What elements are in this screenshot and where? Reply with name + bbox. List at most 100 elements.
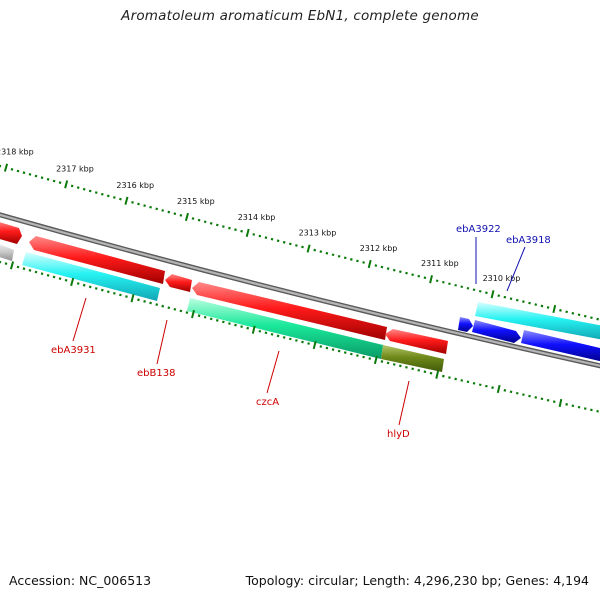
minor-tick <box>82 187 86 191</box>
gene-label-ebA3918: ebA3918 <box>506 235 551 246</box>
minor-tick <box>282 240 286 244</box>
minor-tick <box>58 181 62 185</box>
minor-tick <box>270 333 274 336</box>
minor-tick <box>565 403 568 406</box>
major-tick <box>367 259 372 269</box>
minor-tick <box>34 270 38 274</box>
minor-tick <box>559 309 562 312</box>
minor-tick <box>149 301 152 305</box>
major-tick <box>552 304 557 314</box>
minor-tick <box>583 407 587 410</box>
minor-tick <box>179 213 183 217</box>
minor-tick <box>222 320 225 324</box>
minor-tick <box>119 197 122 201</box>
minor-tick <box>590 316 593 319</box>
scale-label: 2313 kbp <box>299 229 337 238</box>
minor-tick <box>167 210 171 214</box>
minor-tick <box>100 192 104 196</box>
minor-tick <box>454 283 457 287</box>
minor-tick <box>288 337 292 341</box>
minor-tick <box>155 303 159 306</box>
minor-tick <box>179 309 183 313</box>
major-tick <box>184 212 189 222</box>
minor-tick <box>577 405 581 409</box>
minor-tick <box>546 306 550 309</box>
minor-tick <box>76 282 80 285</box>
minor-tick <box>125 295 128 298</box>
minor-tick <box>288 242 292 246</box>
minor-tick <box>76 186 80 190</box>
major-tick <box>64 180 69 189</box>
major-tick <box>130 294 135 303</box>
minor-tick <box>197 314 201 318</box>
minor-tick <box>448 282 451 286</box>
minor-tick <box>331 253 335 257</box>
minor-tick <box>197 218 201 222</box>
minor-tick <box>552 400 556 403</box>
minor-tick <box>258 329 262 333</box>
minor-tick <box>399 270 402 273</box>
minor-tick <box>40 272 44 275</box>
minor-tick <box>460 379 464 382</box>
minor-tick <box>319 345 323 348</box>
minor-tick <box>203 315 207 319</box>
minor-tick <box>380 265 384 269</box>
minor-tick <box>161 304 165 308</box>
minor-tick <box>509 390 513 394</box>
minor-tick <box>215 223 219 227</box>
minor-tick <box>228 322 231 325</box>
minor-tick <box>209 317 213 321</box>
minor-tick <box>331 348 335 351</box>
minor-tick <box>295 339 298 342</box>
minor-tick <box>362 261 365 264</box>
minor-tick <box>88 285 92 289</box>
minor-tick <box>10 167 14 171</box>
minor-tick <box>167 306 171 310</box>
minor-tick <box>203 220 207 224</box>
gene-label-ebB138: ebB138 <box>137 368 175 379</box>
minor-tick <box>350 258 353 261</box>
minor-tick <box>522 300 525 303</box>
minor-tick <box>435 279 439 283</box>
minor-tick <box>137 202 140 206</box>
minor-tick <box>534 303 538 306</box>
minor-tick <box>137 298 140 302</box>
minor-tick <box>209 221 213 225</box>
minor-tick <box>282 336 286 339</box>
minor-tick <box>52 275 56 279</box>
gene-label-ebA3922: ebA3922 <box>456 224 501 235</box>
minor-tick <box>577 313 581 317</box>
minor-tick <box>185 311 189 314</box>
minor-tick <box>173 308 177 311</box>
minor-tick <box>528 301 531 305</box>
minor-tick <box>503 389 507 392</box>
minor-tick <box>215 319 219 322</box>
minor-tick <box>386 361 390 365</box>
major-tick <box>306 244 311 253</box>
scale-label: 2318 kbp <box>0 148 34 157</box>
major-tick <box>373 355 378 365</box>
minor-tick <box>264 236 268 239</box>
minor-tick <box>46 273 50 277</box>
minor-tick <box>515 391 519 395</box>
minor-tick <box>100 288 104 292</box>
minor-tick <box>301 245 304 249</box>
major-tick <box>496 384 501 394</box>
minor-tick <box>491 386 494 389</box>
minor-tick <box>82 283 86 287</box>
minor-tick <box>534 396 538 399</box>
genome-backbone <box>0 212 600 369</box>
minor-tick <box>478 289 482 293</box>
map-title: Aromatoleum aromaticum EbN1, complete ge… <box>121 8 479 24</box>
gene-label-leaders <box>72 237 526 426</box>
minor-tick <box>16 169 20 173</box>
minor-tick <box>460 285 464 289</box>
minor-tick <box>119 293 122 297</box>
gene-label-hlyD: hlyD <box>387 429 410 440</box>
minor-tick <box>374 264 378 267</box>
minor-tick <box>40 176 44 180</box>
minor-tick <box>571 404 575 408</box>
minor-tick <box>46 177 50 181</box>
minor-tick <box>28 172 32 176</box>
scale-label: 2314 kbp <box>238 213 276 222</box>
